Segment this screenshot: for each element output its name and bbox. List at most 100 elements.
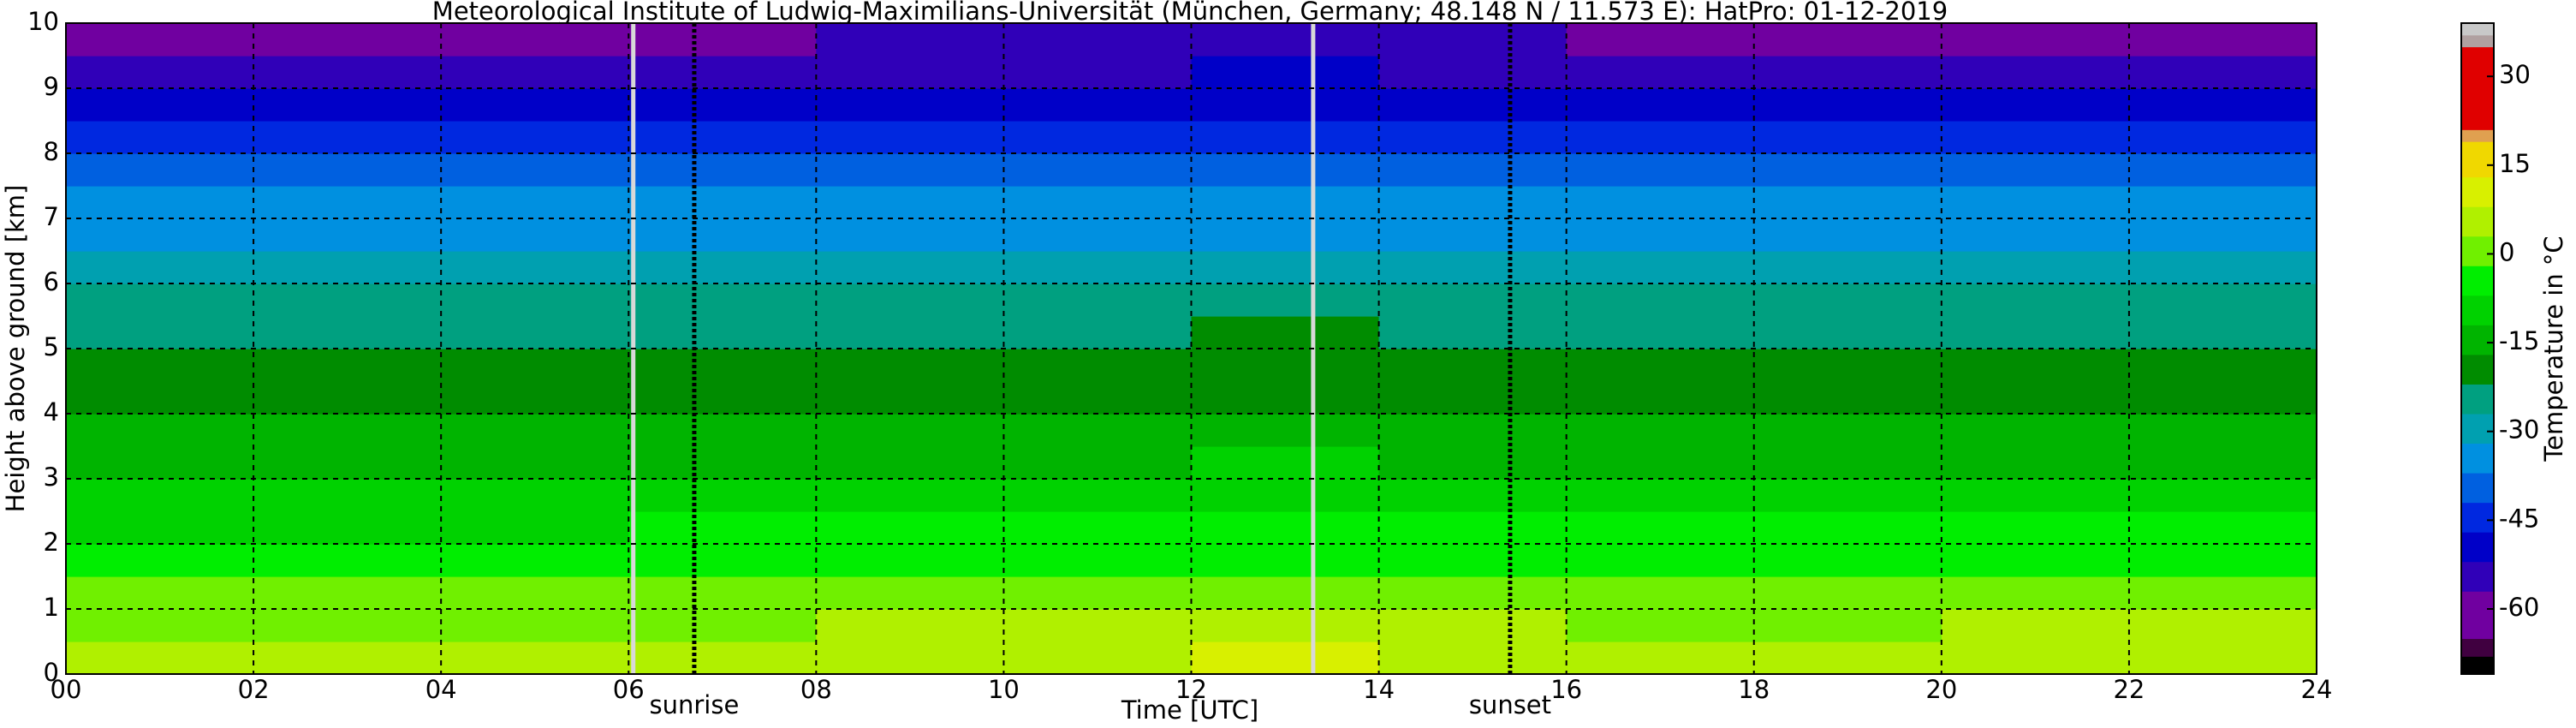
heatmap-cell	[2128, 186, 2317, 219]
heatmap-cell	[1191, 511, 1380, 545]
heatmap-cell	[2128, 283, 2317, 317]
heatmap-cell	[1003, 414, 1193, 447]
heatmap-cell	[628, 186, 817, 219]
colorbar-tick-label: 15	[2499, 149, 2531, 178]
heatmap-cell	[441, 349, 629, 382]
colorbar-segment	[2461, 325, 2494, 355]
heatmap-cell	[2128, 23, 2317, 57]
heatmap-cell	[441, 414, 629, 447]
annotation-label: sunset	[1469, 690, 1551, 719]
colorbar-segment	[2461, 236, 2494, 266]
colorbar-segment	[2461, 46, 2494, 130]
heatmap-cell	[628, 544, 817, 577]
heatmap-cell	[1191, 544, 1380, 577]
heatmap-cell	[1566, 544, 1755, 577]
heatmap-cell	[1378, 544, 1568, 577]
heatmap-cell	[1378, 283, 1568, 317]
heatmap-cell	[628, 576, 817, 610]
heatmap-cell	[2128, 414, 2317, 447]
colorbar-tick-label: 30	[2499, 60, 2531, 89]
heatmap-cell	[1566, 121, 1755, 154]
x-tick-label: 24	[2301, 675, 2333, 704]
heatmap-cell	[628, 283, 817, 317]
heatmap-cell	[441, 56, 629, 89]
heatmap-cell	[1753, 283, 1942, 317]
heatmap-cell	[441, 381, 629, 415]
heatmap-cell	[816, 23, 1005, 57]
heatmap-cell	[1941, 381, 2130, 415]
heatmap-cell	[1003, 56, 1193, 89]
heatmap-cell	[1378, 23, 1568, 57]
x-tick-label: 18	[1738, 675, 1770, 704]
heatmap-cell	[1941, 609, 2130, 642]
heatmap-cell	[253, 88, 442, 122]
heatmap-cell	[253, 544, 442, 577]
heatmap-cell	[1378, 641, 1568, 675]
heatmap-cell	[628, 609, 817, 642]
heatmap-cell	[66, 576, 254, 610]
heatmap-cell	[1566, 316, 1755, 349]
heatmap-cell	[441, 641, 629, 675]
heatmap-cell	[628, 349, 817, 382]
heatmap-cell	[253, 186, 442, 219]
heatmap-cell	[1003, 446, 1193, 480]
colorbar-segment	[2461, 502, 2494, 533]
heatmap-cell	[1566, 479, 1755, 512]
heatmap-cell	[1378, 218, 1568, 252]
heatmap-cell	[1753, 218, 1942, 252]
x-tick-label: 00	[51, 675, 82, 704]
heatmap-cell	[66, 511, 254, 545]
heatmap-cell	[1191, 349, 1380, 382]
x-tick-label: 22	[2113, 675, 2145, 704]
heatmap-cell	[1941, 153, 2130, 187]
heatmap-cell	[1003, 641, 1193, 675]
heatmap-cell	[1191, 283, 1380, 317]
heatmap-cell	[1191, 56, 1380, 89]
colorbar-segment	[2461, 23, 2494, 36]
colorbar-segment	[2461, 354, 2494, 385]
heatmap-cell	[441, 316, 629, 349]
heatmap-cell	[66, 349, 254, 382]
heatmap-cell	[1566, 511, 1755, 545]
heatmap-cell	[1378, 121, 1568, 154]
y-tick-label: 3	[44, 462, 59, 492]
heatmap-cell	[66, 56, 254, 89]
heatmap-cell	[1941, 88, 2130, 122]
x-tick-label: 06	[613, 675, 645, 704]
heatmap-cell	[1378, 609, 1568, 642]
heatmap-cell	[1566, 381, 1755, 415]
y-tick-label: 0	[44, 658, 59, 687]
heatmap-cell	[628, 414, 817, 447]
heatmap-cell	[1941, 511, 2130, 545]
colorbar-segment	[2461, 129, 2494, 142]
heatmap-cell	[1003, 544, 1193, 577]
heatmap-cell	[66, 283, 254, 317]
heatmap-cell	[66, 479, 254, 512]
heatmap-cell	[1753, 479, 1942, 512]
heatmap-cell	[441, 186, 629, 219]
heatmap-cell	[1753, 186, 1942, 219]
heatmap-cell	[1941, 56, 2130, 89]
heatmap-cell	[1941, 218, 2130, 252]
y-tick-label: 9	[44, 72, 59, 101]
heatmap-cell	[816, 316, 1005, 349]
heatmap-cell	[2128, 88, 2317, 122]
heatmap-cell	[1941, 446, 2130, 480]
heatmap-cell	[441, 511, 629, 545]
heatmap-cell	[628, 23, 817, 57]
heatmap-cell	[1191, 609, 1380, 642]
colorbar-segment	[2461, 591, 2494, 640]
heatmap-cell	[66, 23, 254, 57]
y-tick-label: 6	[44, 267, 59, 296]
heatmap-cell	[2128, 381, 2317, 415]
heatmap-cell	[1003, 153, 1193, 187]
x-tick-label: 16	[1550, 675, 1582, 704]
heatmap-cell	[1378, 479, 1568, 512]
heatmap-cell	[2128, 121, 2317, 154]
heatmap-cell	[253, 446, 442, 480]
heatmap-cell	[441, 446, 629, 480]
heatmap-cell	[2128, 316, 2317, 349]
heatmap-cell	[816, 251, 1005, 284]
heatmap-cell	[2128, 218, 2317, 252]
heatmap-cell	[253, 576, 442, 610]
